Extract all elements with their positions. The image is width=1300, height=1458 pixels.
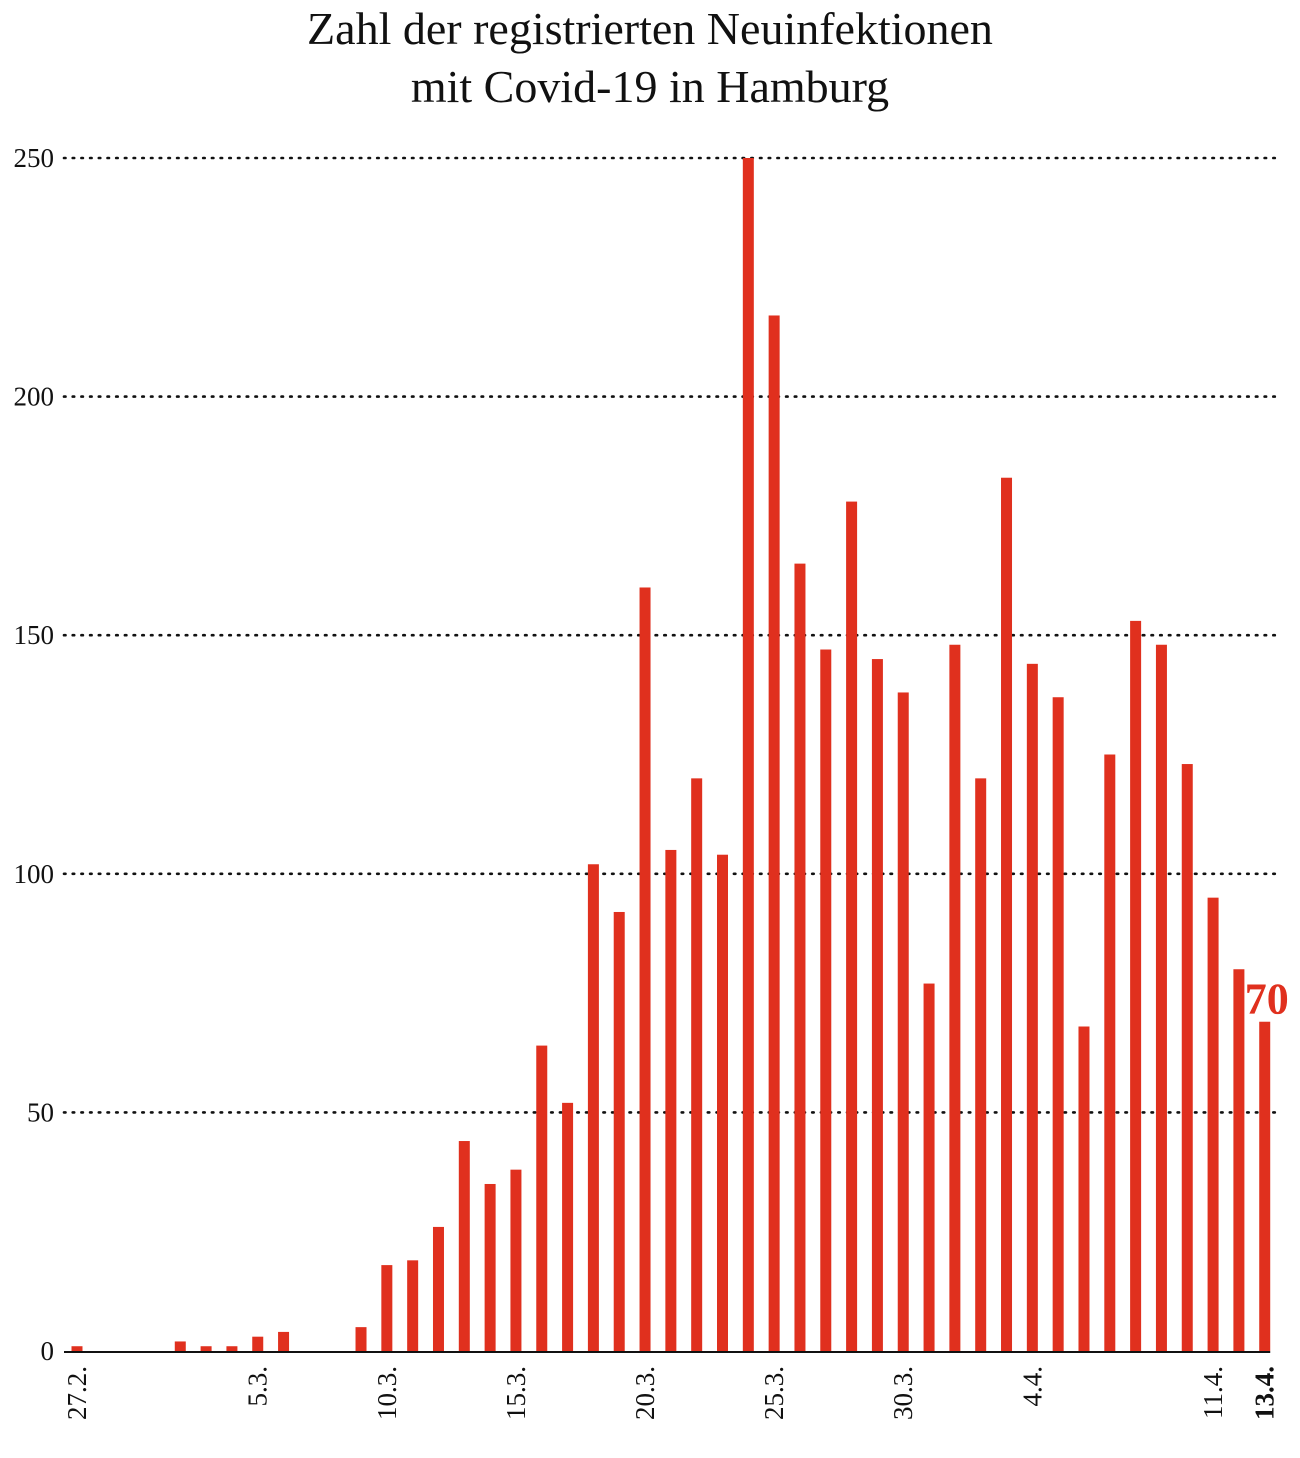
bar-27.2. [71,1346,83,1351]
y-tick-label: 0 [41,1336,55,1366]
bar-6.4. [1078,1026,1090,1351]
x-tick-label: 13.4. [1250,1366,1280,1420]
bar-5.3. [252,1336,264,1351]
bar-2.4. [975,778,987,1351]
bar-1.4. [949,644,961,1351]
bars [71,158,1271,1352]
bar-9.3. [355,1327,367,1351]
bar-4.3. [226,1346,238,1351]
y-tick-label: 200 [14,382,55,412]
bar-25.3. [768,315,780,1351]
x-tick-label: 25.3. [759,1366,789,1420]
y-tick-label: 50 [27,1097,54,1127]
bar-3.4. [1001,477,1013,1351]
bar-27.3. [820,649,832,1351]
x-tick-label: 5.3. [243,1366,273,1407]
bar-11.3. [407,1260,419,1351]
bar-6.3. [278,1331,290,1351]
bar-17.3. [562,1102,574,1351]
gridlines [62,156,1280,1114]
x-tick-label: 4.4. [1017,1366,1047,1407]
bar-31.3. [923,983,935,1351]
bar-8.4. [1130,620,1142,1351]
x-axis-ticks: 27.2. 5.3. 10.3. 15.3. 20.3. 25.3. 30.3. 4.4. 11… [62,1366,1280,1420]
x-tick-label: 27.2. [62,1366,92,1420]
bar-22.3. [691,778,703,1351]
bar-18.3. [587,864,599,1351]
bar-11.4. [1207,897,1219,1351]
bar-21.3. [665,849,677,1351]
bar-4.4. [1026,663,1038,1351]
bar-2.3. [174,1341,186,1351]
bar-16.3. [536,1045,548,1351]
bar-20.3. [639,587,651,1351]
bar-14.3. [484,1183,496,1351]
x-tick-label: 20.3. [630,1366,660,1420]
x-tick-label: 30.3. [888,1366,918,1420]
bar-10.4. [1181,764,1193,1351]
bar-12.4. [1233,969,1245,1351]
last-value-label: 70 [1245,975,1289,1024]
bar-7.4. [1104,754,1116,1351]
bar-28.3. [846,501,858,1352]
bar-24.3. [742,158,754,1351]
bar-13.3. [458,1141,470,1351]
bar-9.4. [1155,644,1167,1351]
chart-title: Zahl der registrierten Neuinfektionen mi… [0,0,1300,116]
bar-13.4. [1259,1021,1271,1351]
y-tick-label: 150 [14,620,55,650]
x-tick-label: 15.3. [501,1366,531,1420]
chart-title-line-1: Zahl der registrierten Neuinfektionen [307,3,993,54]
x-tick-label: 11.4. [1198,1366,1228,1419]
value-labels: 70 [1245,975,1289,1024]
y-axis-ticks: 0 50 100 150 200 250 [14,143,55,1366]
x-tick-label: 10.3. [372,1366,402,1420]
bar-10.3. [381,1265,393,1351]
bar-30.3. [897,692,909,1351]
chart-title-line-2: mit Covid-19 in Hamburg [410,61,890,112]
y-tick-label: 250 [14,143,55,173]
bar-29.3. [871,659,883,1351]
bar-19.3. [613,911,625,1351]
bar-5.4. [1052,697,1064,1351]
y-tick-label: 100 [14,859,55,889]
bar-12.3. [432,1226,444,1351]
bar-23.3. [717,854,728,1351]
bar-26.3. [794,563,806,1351]
bar-3.3. [200,1346,212,1351]
bar-15.3. [510,1169,522,1351]
